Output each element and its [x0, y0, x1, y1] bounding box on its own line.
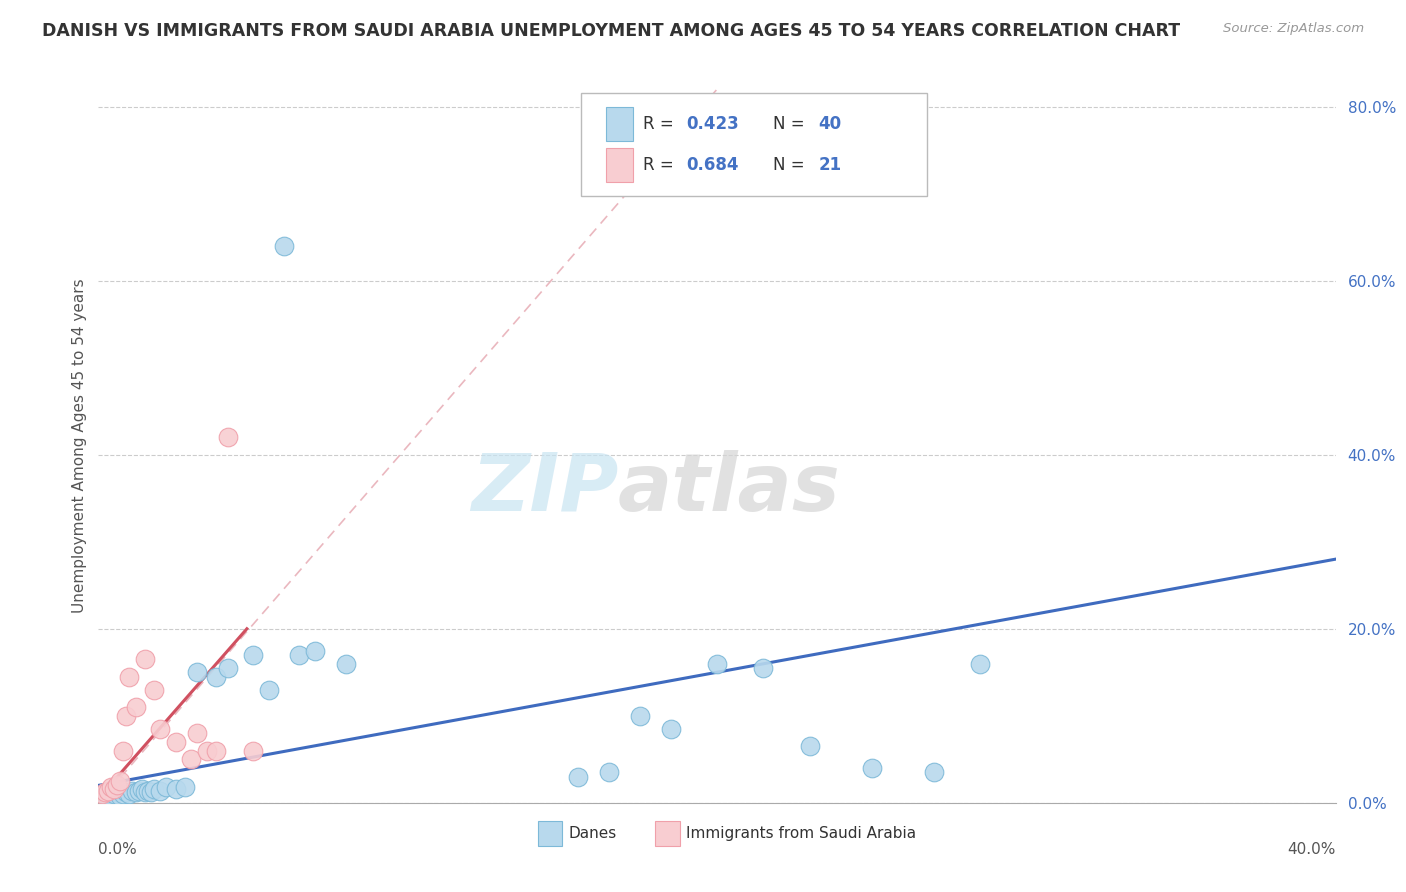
Bar [606, 148, 633, 182]
Point [90, 787, 112, 801]
Point [136, 783, 159, 797]
Point [155, 780, 177, 794]
Point [100, 780, 122, 794]
Text: R =: R = [643, 156, 679, 174]
Point [304, 643, 326, 657]
Text: Danes: Danes [568, 826, 617, 841]
Text: N =: N = [773, 115, 810, 133]
Point [165, 781, 187, 796]
Point [128, 783, 150, 797]
Point [335, 657, 357, 671]
Text: 40: 40 [818, 115, 842, 133]
FancyBboxPatch shape [581, 93, 928, 196]
Point [174, 780, 197, 794]
Point [124, 785, 146, 799]
Point [217, 430, 239, 444]
Point [118, 670, 141, 684]
Text: 21: 21 [818, 156, 842, 174]
Point [195, 743, 218, 757]
Point [103, 781, 125, 796]
Point [149, 722, 172, 736]
Point [103, 787, 125, 801]
Point [100, 785, 122, 799]
Point [706, 657, 728, 671]
Text: 0.0%: 0.0% [98, 842, 138, 857]
Point [93, 785, 115, 799]
Point [121, 783, 143, 797]
Point [105, 778, 128, 792]
Point [217, 661, 239, 675]
Point [205, 743, 228, 757]
Text: R =: R = [643, 115, 679, 133]
Text: Source: ZipAtlas.com: Source: ZipAtlas.com [1223, 22, 1364, 36]
Text: 0.684: 0.684 [686, 156, 738, 174]
Bar [655, 822, 681, 846]
Point [131, 781, 153, 796]
Text: ZIP: ZIP [471, 450, 619, 528]
Point [165, 735, 187, 749]
Point [969, 657, 991, 671]
Point [118, 787, 141, 801]
Point [205, 670, 228, 684]
Point [288, 648, 311, 662]
Point [567, 770, 589, 784]
Point [273, 239, 295, 253]
Point [143, 781, 166, 796]
Point [752, 661, 775, 675]
Point [659, 722, 682, 736]
Point [112, 787, 135, 801]
Point [180, 752, 202, 766]
Point [112, 743, 135, 757]
Point [242, 648, 264, 662]
Point [149, 783, 172, 797]
Text: 0.423: 0.423 [686, 115, 740, 133]
Text: DANISH VS IMMIGRANTS FROM SAUDI ARABIA UNEMPLOYMENT AMONG AGES 45 TO 54 YEARS CO: DANISH VS IMMIGRANTS FROM SAUDI ARABIA U… [42, 22, 1180, 40]
Point [628, 708, 651, 723]
Point [124, 700, 146, 714]
Point [97, 783, 120, 797]
Text: atlas: atlas [619, 450, 841, 528]
Point [97, 789, 120, 803]
Point [105, 785, 128, 799]
Text: Immigrants from Saudi Arabia: Immigrants from Saudi Arabia [686, 826, 917, 841]
Text: N =: N = [773, 156, 810, 174]
Bar [537, 822, 562, 846]
Point [143, 682, 166, 697]
Point [799, 739, 821, 754]
Text: 40.0%: 40.0% [1288, 842, 1336, 857]
Point [115, 708, 138, 723]
Point [139, 785, 162, 799]
Point [186, 665, 208, 680]
Point [922, 765, 945, 780]
Point [93, 787, 115, 801]
Point [108, 789, 131, 803]
Bar [606, 107, 633, 141]
Point [598, 765, 620, 780]
Point [186, 726, 208, 740]
Y-axis label: Unemployment Among Ages 45 to 54 years: Unemployment Among Ages 45 to 54 years [72, 278, 87, 614]
Point [108, 774, 131, 789]
Point [860, 761, 883, 775]
Point [242, 743, 264, 757]
Point [115, 785, 138, 799]
Point [134, 652, 156, 666]
Point [257, 682, 280, 697]
Point [134, 785, 156, 799]
